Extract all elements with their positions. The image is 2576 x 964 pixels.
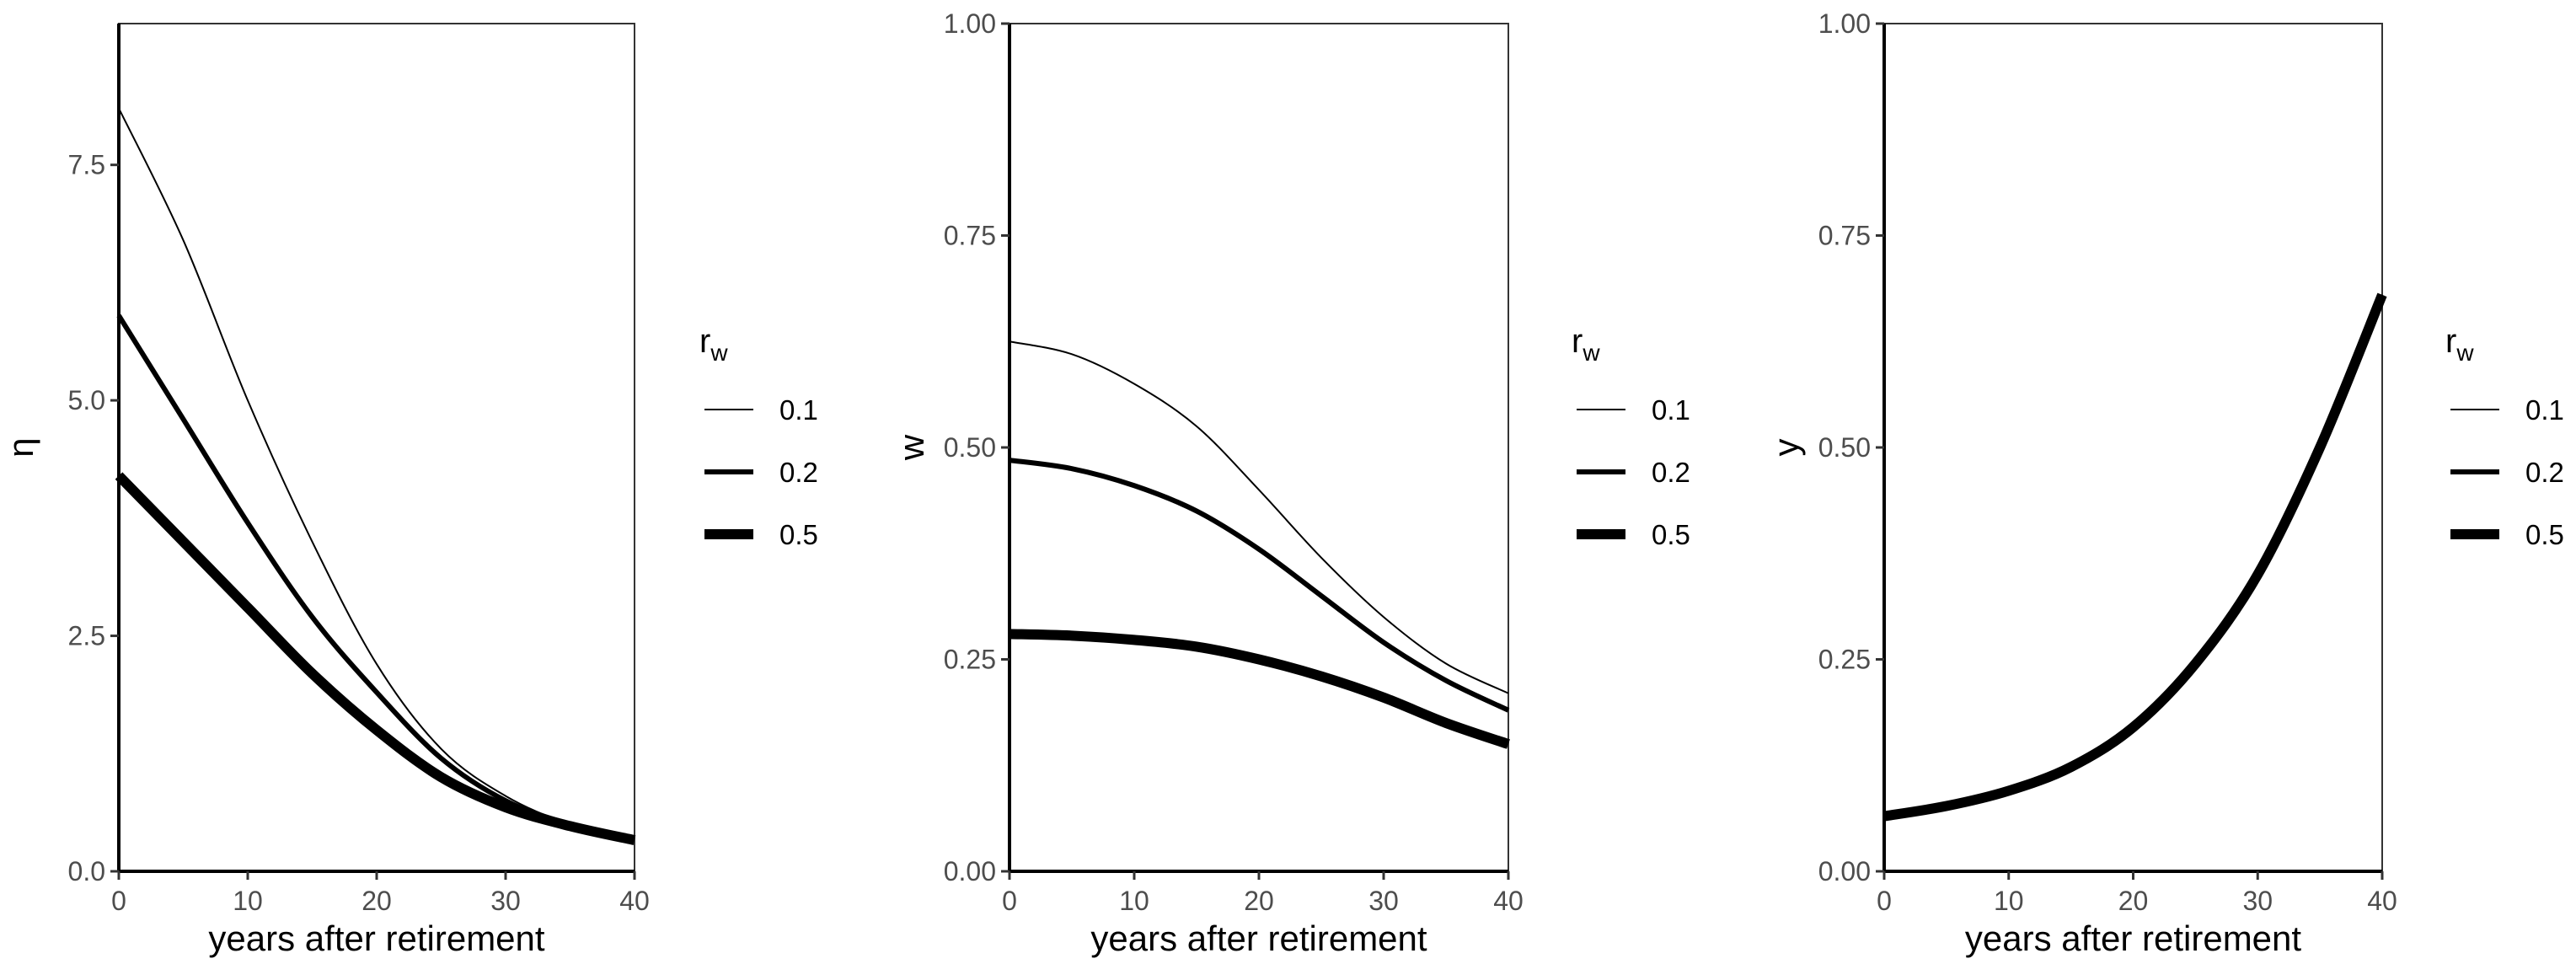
- x-tick-label: 40: [1493, 886, 1524, 916]
- legend-title-sub: w: [1582, 340, 1600, 366]
- legend-title: rw: [1572, 323, 1600, 366]
- series-line-0.1: [1883, 294, 2383, 817]
- x-tick-label: 30: [490, 886, 521, 916]
- legend: rw 0.1 0.2 0.5: [1572, 323, 1690, 550]
- x-tick-label: 0: [1002, 886, 1017, 916]
- x-tick-label: 30: [1368, 886, 1399, 916]
- series-line-0.1: [118, 108, 635, 839]
- x-tick-label: 10: [1994, 886, 2024, 916]
- legend-label-0.5: 0.5: [1652, 519, 1690, 550]
- legend-label-0.2: 0.2: [779, 457, 818, 488]
- y-tick-label: 2.5: [68, 621, 105, 651]
- x-tick-label: 20: [361, 886, 392, 916]
- x-tick-label: 0: [1877, 886, 1892, 916]
- legend-label-0.2: 0.2: [1652, 457, 1690, 488]
- legend-title-main: r: [2445, 323, 2456, 360]
- panel-1: 0.0 2.5 5.0 7.5 0 10 20 30 40 years after retirem…: [1, 23, 818, 958]
- legend-title: rw: [2445, 323, 2474, 366]
- y-tick-label: 0.25: [944, 645, 996, 675]
- x-axis-title: years after retirement: [1965, 918, 2301, 958]
- y-tick-label: 0.25: [1818, 645, 1871, 675]
- y-tick-label: 0.50: [944, 432, 996, 463]
- x-tick-label: 30: [2242, 886, 2273, 916]
- legend-title-sub: w: [710, 340, 728, 366]
- panel-2: 0.00 0.25 0.50 0.75 1.00 0 10 20 30 40 years after…: [892, 8, 1690, 958]
- y-tick-label: 5.0: [68, 385, 105, 415]
- legend-title-sub: w: [2456, 340, 2474, 366]
- plot-frame: [1883, 23, 2383, 872]
- y-tick-label: 1.00: [1818, 8, 1871, 39]
- y-tick-label: 0.75: [1818, 221, 1871, 251]
- plot-frame: [118, 23, 635, 872]
- y-tick-label: 7.5: [68, 150, 105, 180]
- series-line-0.2: [116, 313, 635, 841]
- series-line-0.5: [115, 472, 636, 845]
- y-tick-label: 0.0: [68, 856, 105, 886]
- legend-label-0.5: 0.5: [779, 519, 818, 550]
- x-tick-label: 40: [619, 886, 650, 916]
- x-tick-label: 10: [1119, 886, 1149, 916]
- legend-title-main: r: [1572, 323, 1583, 360]
- x-tick-label: 40: [2367, 886, 2397, 916]
- y-tick-label: 0.75: [944, 221, 996, 251]
- y-tick-label: 0.50: [1818, 432, 1871, 463]
- legend-title: rw: [699, 323, 728, 366]
- legend-label-0.1: 0.1: [2525, 394, 2564, 426]
- series-line-0.5: [1009, 629, 1510, 749]
- panel-3: 0.00 0.25 0.50 0.75 1.00 0 10 20 30 40 years after…: [1766, 8, 2564, 958]
- y-tick-label: 0.00: [1818, 856, 1871, 886]
- x-tick-label: 20: [2118, 886, 2149, 916]
- legend-label-0.1: 0.1: [779, 394, 818, 426]
- legend-label-0.1: 0.1: [1652, 394, 1690, 426]
- x-tick-label: 20: [1244, 886, 1274, 916]
- x-tick-label: 0: [111, 886, 126, 916]
- series-line-0.2: [1883, 293, 2385, 819]
- legend-label-0.2: 0.2: [2525, 457, 2564, 488]
- legend: rw 0.1 0.2 0.5: [2445, 323, 2564, 550]
- x-axis-title: years after retirement: [1090, 918, 1427, 958]
- y-tick-label: 1.00: [944, 8, 996, 39]
- x-axis-title: years after retirement: [208, 918, 544, 958]
- y-axis-title: η: [1, 437, 40, 457]
- legend-label-0.5: 0.5: [2525, 519, 2564, 550]
- series-line-0.2: [1009, 458, 1510, 713]
- series-line-0.5: [1883, 292, 2387, 822]
- x-tick-label: 10: [233, 886, 263, 916]
- series-line-0.1: [1009, 340, 1509, 694]
- y-axis-title: y: [1766, 439, 1806, 457]
- legend: rw 0.1 0.2 0.5: [699, 323, 818, 550]
- y-axis-title: w: [892, 434, 931, 461]
- legend-title-main: r: [699, 323, 710, 360]
- y-tick-label: 0.00: [944, 856, 996, 886]
- plot-frame: [1009, 23, 1509, 872]
